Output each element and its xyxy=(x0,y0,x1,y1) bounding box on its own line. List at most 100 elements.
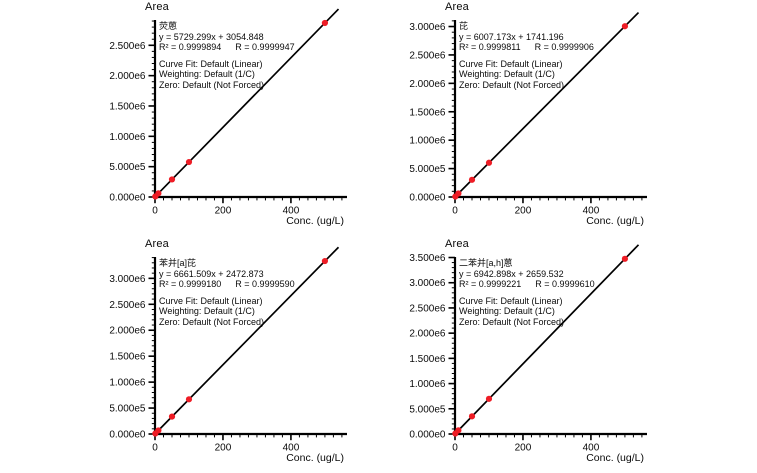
calibration-point xyxy=(455,190,462,197)
calibration-point xyxy=(185,396,193,403)
y-tick-label: 1.500e6 xyxy=(409,354,446,365)
y-tick-label: 2.000e6 xyxy=(109,71,146,82)
chart-dibenz-ah-anthracene: 0.000e0 5.000e5 1.000e6 1.500e6 2.000e6 2.500… xyxy=(400,237,690,473)
fit-annotation: 苯并[a]芘 y = 6661.509x + 2472.873 R² = 0.999… xyxy=(159,258,295,327)
y-axis-title: Area xyxy=(444,1,470,13)
calibration-point xyxy=(185,158,193,166)
x-tick-label: 400 xyxy=(583,206,600,217)
r-value: R = 0.9999947 xyxy=(235,42,295,52)
y-tick-label: 3.000e6 xyxy=(409,22,446,33)
calibration-point xyxy=(155,190,162,197)
x-tick-label: 200 xyxy=(215,443,232,454)
x-tick-label: 400 xyxy=(283,443,300,454)
y-tick-label: 3.500e6 xyxy=(409,253,446,264)
fit-equation: y = 6661.509x + 2472.873 xyxy=(159,268,264,279)
fit-line xyxy=(454,11,640,198)
fit-equation: y = 5729.299x + 3054.848 xyxy=(159,31,264,42)
curve-fit-info: Curve Fit: Default (Linear) xyxy=(459,295,563,306)
y-tick-label: 0.000e0 xyxy=(409,430,446,441)
fit-statistics: R² = 0.9999894 R = 0.9999947 xyxy=(159,42,295,53)
plot-area: 0.000e0 5.000e5 1.000e6 1.500e6 2.000e6 2.500… xyxy=(109,246,347,454)
plot-area: 0.000e0 5.000e5 1.000e6 1.500e6 2.000e6 2.500… xyxy=(109,8,347,217)
calibration-point xyxy=(321,19,329,27)
r-value: R = 0.9999610 xyxy=(535,279,595,289)
fit-statistics: R² = 0.9999180 R = 0.9999590 xyxy=(159,279,295,290)
plot-area: 0.000e0 5.000e5 1.000e6 1.500e6 2.000e6 2.500… xyxy=(409,244,647,454)
y-tick-label: 5.000e5 xyxy=(409,164,446,175)
weighting-info: Weighting: Default (1/C) xyxy=(159,69,255,79)
y-tick-label: 2.500e6 xyxy=(409,50,446,61)
calibration-point xyxy=(485,159,493,166)
y-tick-label: 2.000e6 xyxy=(409,329,446,340)
y-tick-label: 3.000e6 xyxy=(109,274,146,285)
compound-title: 荧蒽 xyxy=(159,21,178,31)
fit-line xyxy=(154,246,340,435)
y-tick-label: 1.000e6 xyxy=(109,132,146,143)
fit-statistics: R² = 0.9999811 R = 0.9999906 xyxy=(459,42,594,53)
y-tick-label: 0.000e0 xyxy=(109,430,146,441)
x-tick-label: 0 xyxy=(152,206,158,217)
chart-fluoranthene: 0.000e0 5.000e5 1.000e6 1.500e6 2.000e6 2.500… xyxy=(100,0,390,236)
y-tick-label: 2.000e6 xyxy=(109,326,146,337)
y-tick-label: 5.000e5 xyxy=(109,404,146,415)
y-tick-label: 5.000e5 xyxy=(409,404,446,415)
weighting-info: Weighting: Default (1/C) xyxy=(459,306,555,316)
x-tick-label: 0 xyxy=(452,443,458,454)
curve-fit-info: Curve Fit: Default (Linear) xyxy=(159,295,263,306)
x-tick-label: 400 xyxy=(283,206,300,217)
y-axis-title: Area xyxy=(444,238,470,250)
calibration-point xyxy=(155,427,162,434)
x-axis-title: Conc. (ug/L) xyxy=(586,215,644,227)
weighting-info: Weighting: Default (1/C) xyxy=(459,69,555,79)
y-axis-title: Area xyxy=(144,238,170,250)
y-tick-label: 1.500e6 xyxy=(109,352,146,363)
x-tick-label: 200 xyxy=(515,206,532,217)
r-squared-value: R² = 0.9999894 xyxy=(159,42,222,52)
fit-statistics: R² = 0.9999221 R = 0.9999610 xyxy=(459,279,595,290)
calibration-point xyxy=(485,395,493,402)
fit-line xyxy=(454,244,640,435)
y-tick-label: 3.000e6 xyxy=(409,278,446,289)
calibration-point xyxy=(468,176,476,183)
x-axis-title: Conc. (ug/L) xyxy=(586,452,644,464)
compound-title: 二苯并[a,h]蒽 xyxy=(459,258,513,268)
r-value: R = 0.9999906 xyxy=(534,42,594,52)
calibration-point xyxy=(468,413,476,420)
y-tick-label: 5.000e5 xyxy=(109,162,146,173)
curve-fit-info: Curve Fit: Default (Linear) xyxy=(159,58,263,69)
r-value: R = 0.9999590 xyxy=(235,279,295,289)
fit-equation: y = 6942.898x + 2659.532 xyxy=(459,268,564,279)
y-tick-label: 1.500e6 xyxy=(109,101,146,112)
x-axis-title: Conc. (ug/L) xyxy=(286,215,344,227)
x-axis-title: Conc. (ug/L) xyxy=(286,452,344,464)
zero-info: Zero: Default (Not Forced) xyxy=(459,316,565,327)
y-tick-label: 1.500e6 xyxy=(409,107,446,118)
y-tick-label: 2.000e6 xyxy=(409,79,446,90)
y-tick-label: 1.000e6 xyxy=(409,379,446,390)
weighting-info: Weighting: Default (1/C) xyxy=(159,306,255,316)
calibration-point xyxy=(168,413,176,420)
calibration-point xyxy=(621,255,629,262)
x-tick-label: 0 xyxy=(152,443,158,454)
zero-info: Zero: Default (Not Forced) xyxy=(459,79,565,90)
compound-title: 苯并[a]芘 xyxy=(159,258,197,268)
fit-annotation: 二苯并[a,h]蒽 y = 6942.898x + 2659.532 R² = 0.… xyxy=(459,258,595,327)
y-tick-label: 2.500e6 xyxy=(409,303,446,314)
fit-line xyxy=(154,8,340,198)
x-tick-label: 0 xyxy=(452,206,458,217)
y-tick-label: 2.500e6 xyxy=(109,300,146,311)
chart-benzo-a-pyrene: 0.000e0 5.000e5 1.000e6 1.500e6 2.000e6 2.500… xyxy=(100,237,390,473)
y-tick-label: 1.000e6 xyxy=(409,136,446,147)
curve-fit-info: Curve Fit: Default (Linear) xyxy=(459,58,563,69)
calibration-point xyxy=(455,427,462,434)
x-tick-label: 200 xyxy=(215,206,232,217)
y-tick-label: 0.000e0 xyxy=(409,193,446,204)
y-axis-title: Area xyxy=(144,1,170,13)
zero-info: Zero: Default (Not Forced) xyxy=(159,316,265,327)
zero-info: Zero: Default (Not Forced) xyxy=(159,79,265,90)
r-squared-value: R² = 0.9999221 xyxy=(459,279,522,289)
plot-area: 0.000e0 5.000e5 1.000e6 1.500e6 2.000e6 2.500… xyxy=(409,11,647,217)
y-tick-label: 2.500e6 xyxy=(109,41,146,52)
x-tick-label: 400 xyxy=(583,443,600,454)
